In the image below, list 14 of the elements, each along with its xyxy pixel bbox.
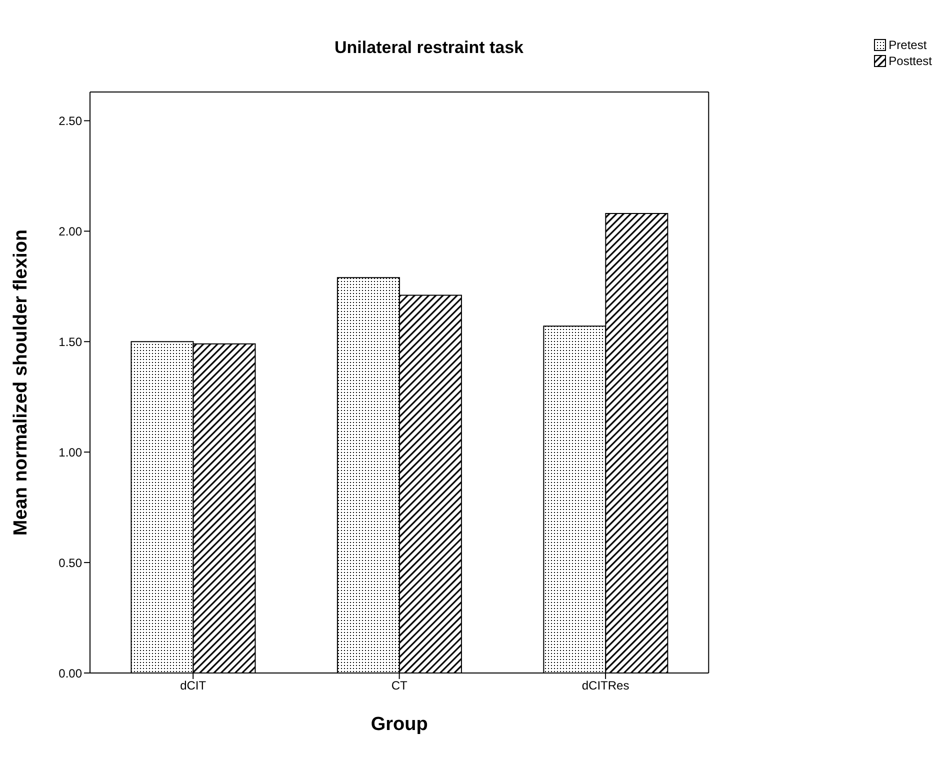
x-tick-label: CT [391, 678, 408, 693]
y-axis-title: Mean normalized shoulder flexion [10, 229, 32, 536]
y-tick-label: 0.00 [58, 666, 82, 680]
y-tick-label: 2.50 [58, 114, 82, 128]
x-tick-label: dCITRes [582, 678, 630, 693]
chart-title: Unilateral restraint task [334, 38, 524, 58]
y-tick-label: 1.50 [58, 334, 82, 349]
y-tick-label: 1.00 [58, 445, 82, 460]
legend-label: Posttest [888, 54, 932, 68]
x-axis-title: Group [370, 714, 428, 735]
y-tick-label: 2.00 [58, 224, 82, 238]
y-tick-label: 0.50 [58, 556, 82, 570]
x-tick-label: dCIT [180, 678, 207, 693]
legend-label: Pretest [888, 38, 927, 52]
